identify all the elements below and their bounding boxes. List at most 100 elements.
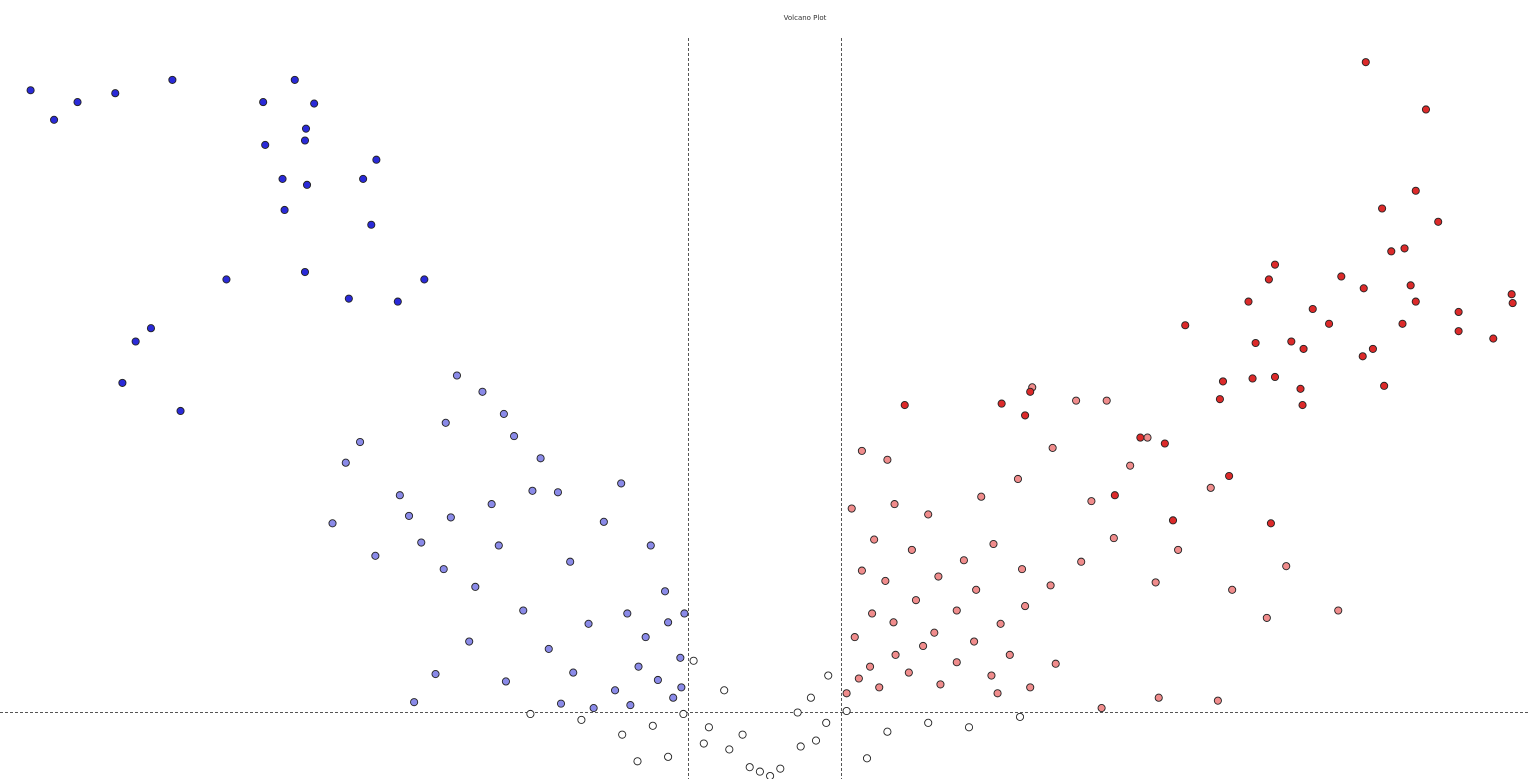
data-point [1026,387,1035,396]
data-point [1400,244,1409,253]
data-point [1154,693,1163,702]
data-point [862,754,872,763]
data-point [924,718,933,727]
data-point [680,609,689,618]
data-point [664,752,673,761]
data-point [993,689,1002,698]
data-point [1102,396,1111,405]
data-point [494,541,503,550]
data-point [372,155,381,164]
data-point [1454,307,1463,317]
data-point [1174,545,1183,554]
data-point [755,767,764,776]
data-point [677,683,686,692]
data-point [410,698,419,707]
data-point [796,742,805,751]
data-point [146,324,156,333]
data-point [889,618,898,627]
data-point [1206,483,1215,492]
data-point [911,596,921,605]
data-point [1334,606,1343,615]
data-point [26,86,35,95]
data-point [584,619,593,628]
data-point [1026,683,1035,692]
data-point [891,650,900,659]
data-point [420,275,429,284]
data-point [1454,327,1463,336]
data-point [738,730,747,739]
data-point [536,454,545,463]
data-point [344,294,353,303]
data-point [745,763,754,772]
data-point [367,220,376,229]
data-point [936,680,945,689]
data-point [1380,381,1389,390]
data-point [669,693,678,702]
data-point [261,140,270,149]
data-point [131,337,140,346]
data-point [1151,578,1160,587]
data-point [487,500,496,509]
data-point [646,541,655,550]
data-point [1215,395,1224,404]
data-point [1361,58,1370,67]
data-point [404,511,414,520]
data-point [952,606,961,615]
data-point [987,671,996,680]
data-point [934,572,943,581]
data-point [623,609,632,618]
data-point [599,517,608,526]
data-point [280,205,289,215]
data-point [997,399,1006,408]
data-point [1308,304,1317,314]
data-point [811,736,821,745]
data-point [176,406,185,416]
data-point [847,504,856,513]
data-point [510,432,519,441]
data-point [842,706,851,716]
data-point [1421,105,1431,114]
data-point [566,557,575,566]
data-point [1359,284,1368,293]
data-point [395,491,404,500]
data-point [1168,516,1178,525]
data-point [641,633,650,642]
data-point [1021,411,1030,420]
data-point [417,538,426,547]
data-point [465,637,474,646]
data-point [1378,204,1387,213]
data-point [439,565,448,574]
data-point [875,683,884,692]
data-point [822,718,831,727]
data-point [1248,374,1257,383]
data-point [526,709,535,719]
data-point [972,585,981,594]
data-point [634,662,643,671]
data-point [1181,321,1190,330]
data-point [776,764,785,773]
data-point [1387,247,1396,256]
data-point [1126,461,1135,470]
data-point [356,437,365,447]
data-point [676,653,685,662]
data-point [528,486,537,495]
data-point [1021,602,1030,611]
data-point [553,488,562,497]
data-point [1228,585,1237,594]
data-point [118,378,127,387]
data-point [866,662,875,671]
data-point [1143,433,1152,442]
data-point [854,674,863,683]
data-point [1213,696,1222,705]
data-point [569,668,578,677]
data-point [300,136,310,145]
data-point [919,641,928,651]
chart-title: Volcano Plot [784,14,827,22]
data-point [1136,433,1145,442]
data-point [1298,401,1307,410]
data-point [499,409,508,418]
data-point [431,670,440,679]
data-point [633,757,642,766]
